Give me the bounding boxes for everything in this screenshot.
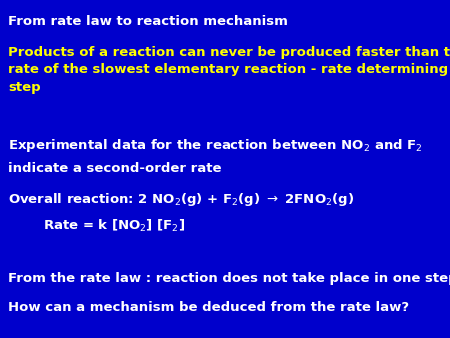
- Text: indicate a second-order rate: indicate a second-order rate: [8, 162, 221, 174]
- Text: Overall reaction: 2 NO$_2$(g) + F$_2$(g) $\rightarrow$ 2FNO$_2$(g): Overall reaction: 2 NO$_2$(g) + F$_2$(g)…: [8, 191, 354, 208]
- Text: Experimental data for the reaction between NO$_2$ and F$_2$: Experimental data for the reaction betwe…: [8, 137, 423, 154]
- Text: Products of a reaction can never be produced faster than the
rate of the slowest: Products of a reaction can never be prod…: [8, 46, 450, 94]
- Text: How can a mechanism be deduced from the rate law?: How can a mechanism be deduced from the …: [8, 301, 409, 314]
- Text: From the rate law : reaction does not take place in one step: From the rate law : reaction does not ta…: [8, 272, 450, 285]
- Text: From rate law to reaction mechanism: From rate law to reaction mechanism: [8, 15, 288, 28]
- Text: Rate = k [NO$_2$] [F$_2$]: Rate = k [NO$_2$] [F$_2$]: [43, 218, 185, 234]
